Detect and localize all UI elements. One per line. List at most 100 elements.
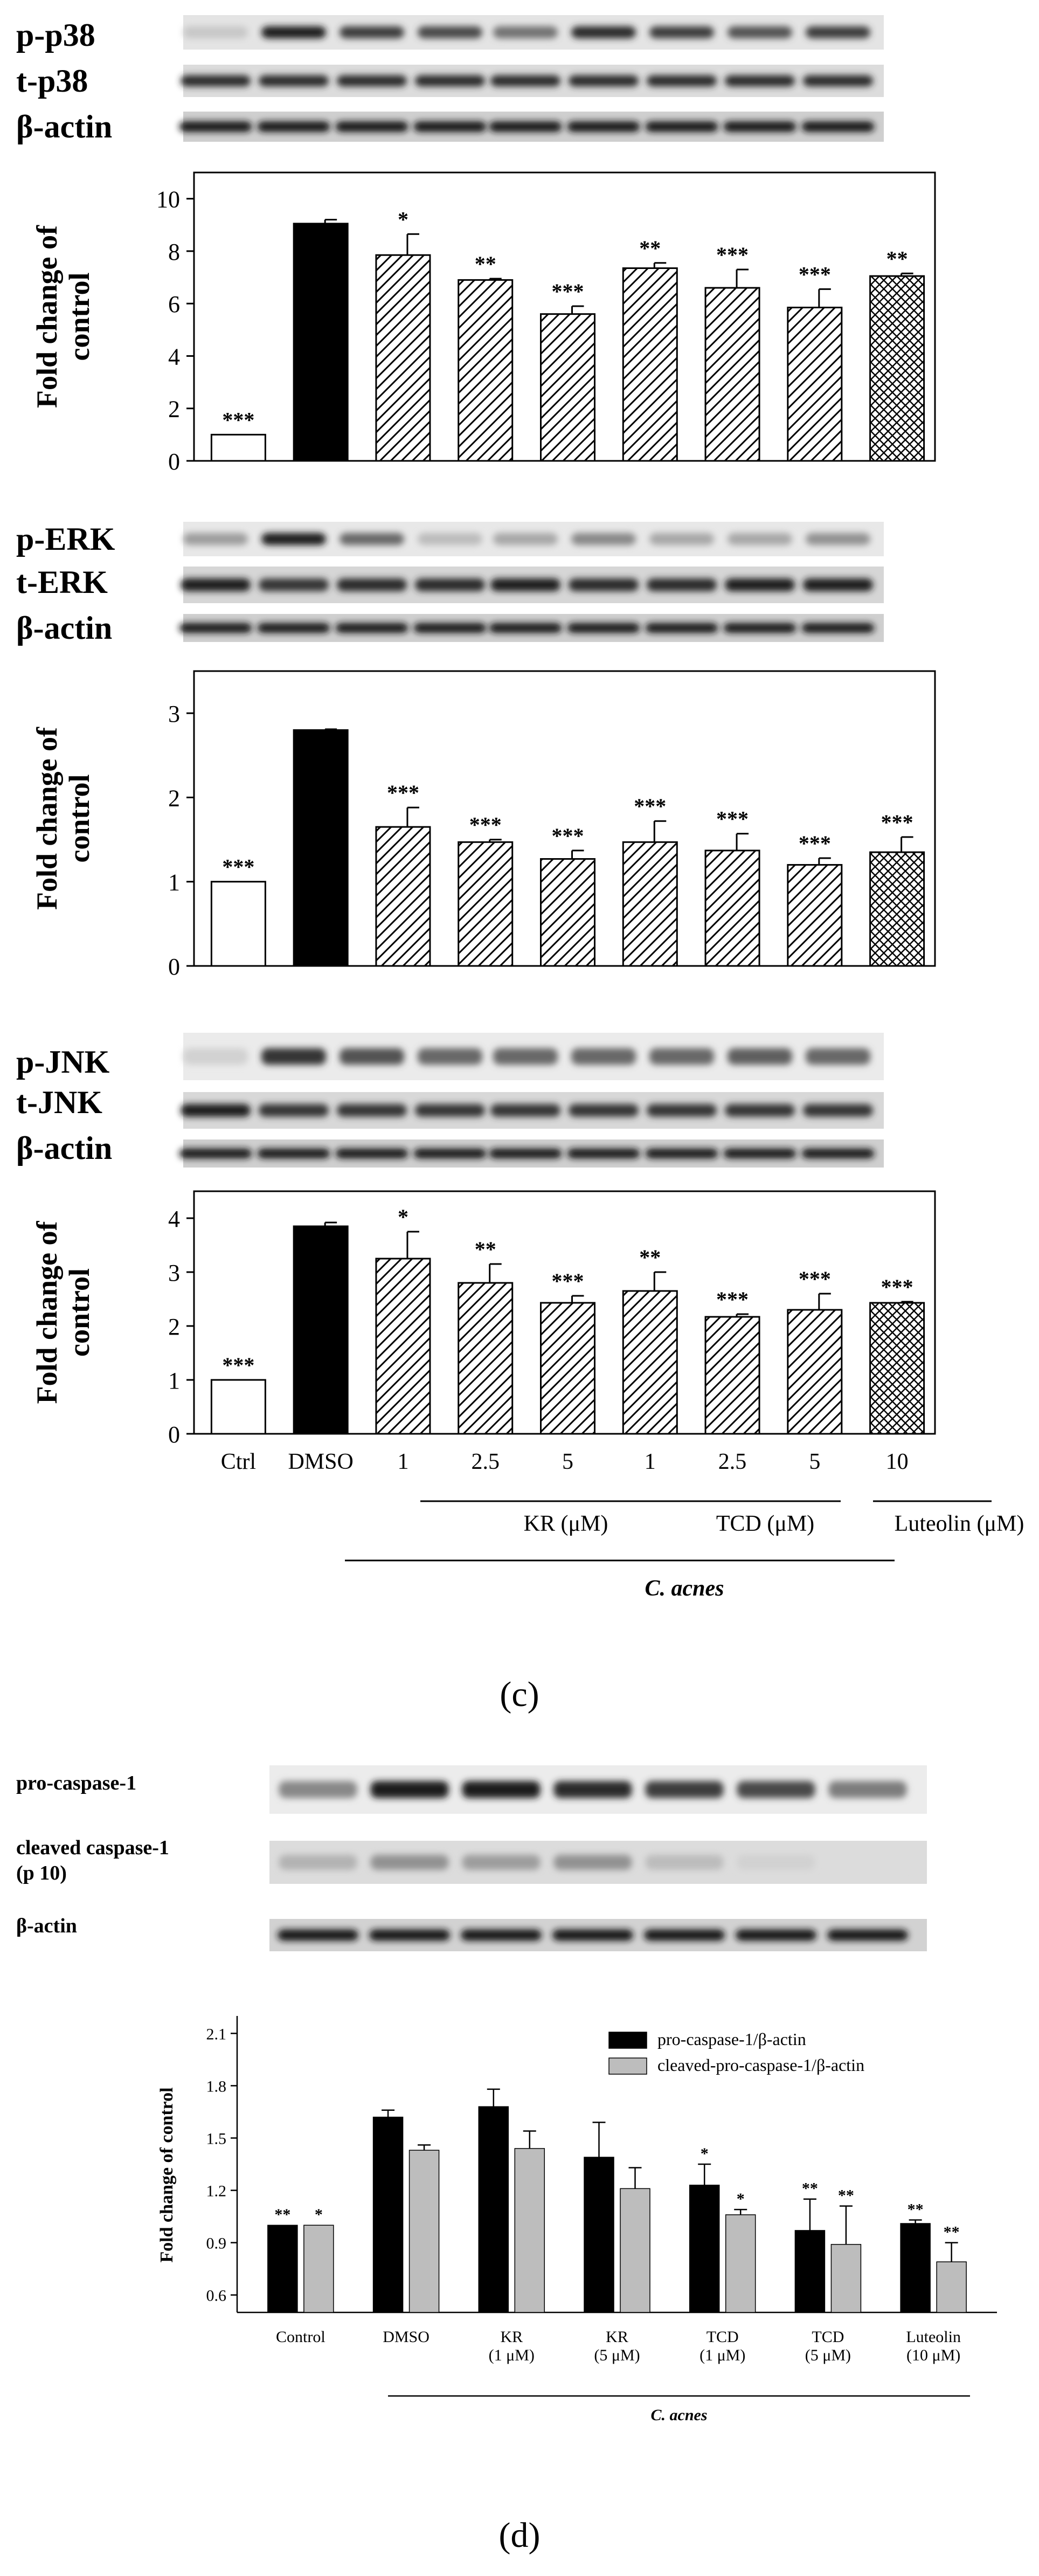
group-label-kr: KR (μM) [524,1511,608,1536]
bar [936,2261,967,2313]
blot-band [645,1781,724,1798]
x-tick-label: (1 μM) [699,2346,745,2364]
blot-band [647,75,717,87]
blot-label-beta-actin: β-actin [16,109,112,144]
significance-label: * [737,2190,745,2208]
blot-band [490,1104,560,1117]
bar [900,2223,931,2313]
western-blot-jnk [179,1033,884,1168]
blot-band [723,121,796,132]
bar [267,2225,298,2313]
y-tick-label: 3 [168,1260,180,1286]
y-tick-label: 1.8 [206,2077,227,2095]
x-tick-label: Control [276,2328,325,2346]
bar [689,2185,720,2313]
c-acnes-label: C. acnes [645,1576,724,1601]
blot-band [649,533,714,545]
blot-band [645,1148,718,1159]
x-axis-labels-d: Control DMSO KR(1 μM)KR(5 μM)TCD(1 μM)TCD(… [276,2328,961,2364]
bar [622,267,678,462]
blot-band [181,578,251,591]
y-tick-label: 4 [168,1206,180,1232]
blot-band [461,1929,542,1941]
y-tick-label: 4 [168,343,180,370]
x-tick-label: (1 μM) [489,2346,535,2364]
blot-band [490,75,560,87]
blot-labels-d: pro-caspase-1 cleaved caspase-1 (p 10) β… [16,1772,169,1937]
bar [210,433,266,462]
blot-label-beta-actin: β-actin [16,1915,77,1937]
blot-band [490,578,560,591]
bar [787,306,843,462]
blot-band [728,533,792,545]
bar [458,1282,514,1435]
y-tick-label: 6 [168,291,180,317]
c-acnes-label-d: C. acnes [651,2406,708,2424]
blot-band [728,26,792,39]
bar [375,254,431,462]
y-tick-label: 0 [168,954,180,980]
blot-band [370,1855,449,1870]
blot-band [279,1781,357,1798]
significance-label: * [398,1205,408,1229]
blot-band [803,75,873,87]
y-tick-label: 1.5 [206,2130,227,2147]
significance-label: *** [799,262,831,286]
blot-band [181,75,251,87]
x-tick-label: 1 [397,1449,408,1474]
bar [372,2116,404,2313]
bar [830,2244,862,2313]
significance-label: ** [475,252,496,276]
x-tick-label: 2.5 [718,1449,747,1474]
panel-label-c: (c) [500,1675,539,1714]
significance-label: *** [222,855,254,879]
blot-band [335,121,408,132]
x-tick-label: (5 μM) [594,2346,640,2364]
bar [514,2148,545,2313]
blot-label-beta-actin: β-actin [16,610,112,646]
x-tick-label: DMSO [383,2328,430,2346]
blot-label-cleaved-caspase: cleaved caspase-1 [16,1836,169,1859]
bar [787,864,843,967]
blot-band [337,578,407,591]
blot-band [493,26,558,39]
blot-band [257,1148,330,1159]
blot-band [645,1855,724,1870]
blot-band [571,1048,636,1065]
blot-band [569,578,639,591]
blot-band [259,1104,329,1117]
blot-band [257,623,330,633]
significance-label: ** [908,2201,924,2219]
blot-labels-c: p-p38 t-p38 β-actin p-ERK t-ERK β-actin … [16,17,115,1166]
y-axis-label: Fold change of [31,727,63,910]
blot-band [493,1048,558,1065]
blot-label-t-jnk: t-JNK [16,1085,102,1120]
group-label-tcd: TCD (μM) [716,1511,814,1536]
significance-label: *** [552,279,584,303]
blot-band [179,1148,252,1159]
y-axis-label: control [63,273,95,361]
x-tick-label: TCD [812,2328,844,2346]
legend-swatch [608,2057,647,2075]
western-blot-p38 [179,15,884,142]
blot-band [806,533,870,545]
significance-label: * [398,207,408,231]
blot-label-p-p38: p-p38 [16,17,95,53]
significance-label: ** [475,1237,496,1261]
blot-band [567,623,640,633]
y-tick-label: 2.1 [206,2025,227,2043]
bar [293,729,349,967]
y-tick-label: 1.2 [206,2183,227,2200]
significance-label: ** [639,236,661,260]
significance-label: ** [838,2187,854,2205]
blot-band [737,1855,815,1870]
blot-band [649,26,714,39]
blot-label-t-p38: t-p38 [16,63,88,99]
blot-band [571,26,636,39]
x-tick-label: (10 μM) [906,2346,960,2364]
significance-label: * [315,2206,323,2223]
blot-label-t-erk: t-ERK [16,564,108,600]
